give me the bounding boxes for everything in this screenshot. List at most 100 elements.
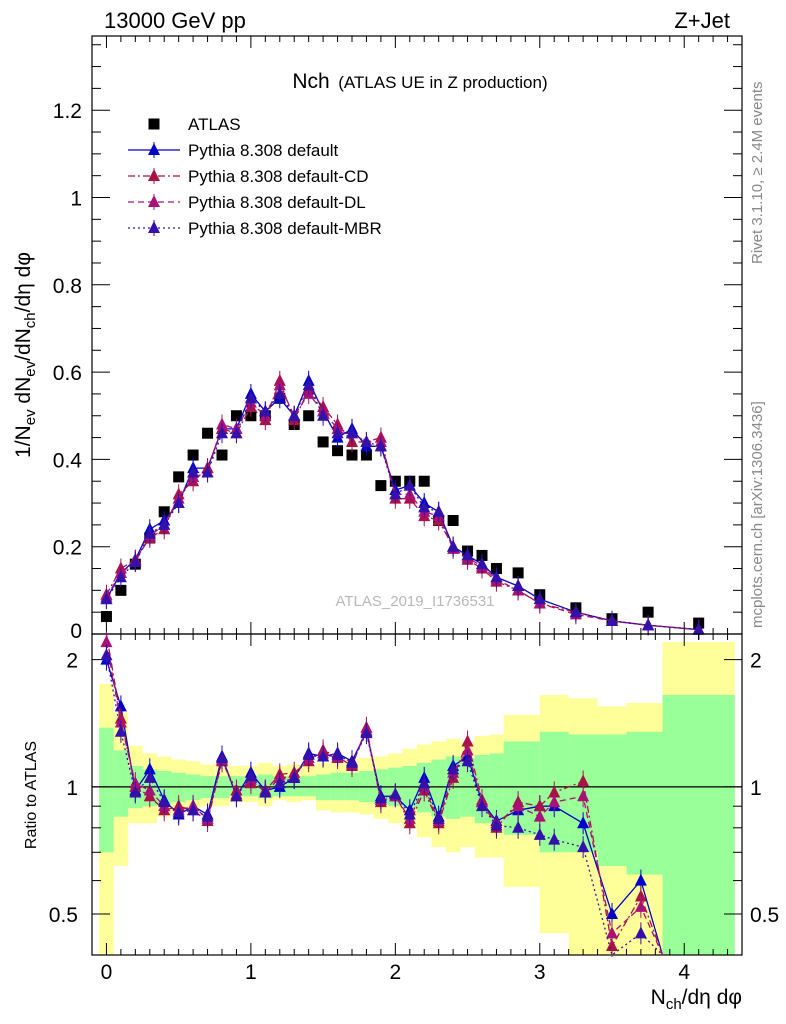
ratio-point [216,751,228,764]
energy-label: 13000 GeV pp [104,8,246,33]
series-point [476,557,488,570]
series-point [187,465,200,478]
series-point [331,426,344,439]
atlas-point [202,427,214,439]
ratio-point [346,755,358,768]
rivet-label: Rivet 3.1.10, ≥ 2.4M events [749,82,766,265]
y-tick-label: 0.4 [53,449,83,472]
series-point [692,622,705,635]
ratio-point [577,789,590,802]
y-tick-label-zero: 0 [70,620,82,643]
legend-marker-triangle [148,143,160,155]
ratio-y-tick-label-right: 2 [750,650,762,673]
ratio-point [230,789,243,802]
atlas-point [346,449,358,461]
series-point [129,554,142,567]
ratio-point [129,785,142,798]
band-green [597,734,627,866]
series-point [114,570,127,583]
band-green [113,750,129,817]
series-point [461,548,474,561]
legend-marker-triangle [148,195,160,207]
series-line [105,383,699,631]
series-point [569,605,582,618]
y-tick-label: 0.8 [53,275,82,298]
ratio-point [533,809,546,822]
ratio-point [201,809,214,822]
ratio-point [331,747,344,760]
series-point [447,539,460,552]
series-line [105,383,699,631]
ratio-point [288,770,301,783]
atlas-point [187,449,199,461]
series-point [389,487,402,500]
series-point [143,526,156,539]
ratio-y-tick-label: 1 [66,777,78,800]
atlas-point [216,449,228,461]
series-point [244,391,257,404]
series-point [273,386,286,399]
legend-label: ATLAS [188,115,241,134]
series-point [100,592,113,605]
ratio-point [634,899,647,912]
ratio-point [374,791,387,804]
ratio-point [143,770,156,783]
series-point [201,465,214,478]
legend-marker-triangle [148,221,160,233]
ratio-point [606,926,618,939]
ratio-point [259,785,272,798]
ratio-point [533,827,546,840]
series-point [302,378,315,391]
y-tick-label: 0.2 [53,537,82,560]
x-tick-label: 3 [534,961,546,984]
ratio-point [114,699,127,712]
atlas-point [447,515,459,527]
ratio-y-tick-label: 2 [66,650,78,673]
band-green [662,694,735,955]
y-tick-label: 1.2 [53,100,82,123]
legend-label: Pythia 8.308 default-CD [188,167,369,186]
ratio-point [606,907,618,920]
ratio-point [100,648,113,661]
legend-label: Pythia 8.308 default [188,141,339,160]
series-point [230,426,243,439]
ratio-point [447,762,460,775]
ratio-point [577,816,590,829]
x-tick-label: 1 [245,961,257,984]
plot-title-sub: (ATLAS UE in Z production) [338,73,547,92]
ratio-point [548,832,561,845]
process-label: Z+Jet [674,8,730,33]
series-point [432,504,445,517]
atlas-point [303,410,315,422]
band-green [99,727,114,853]
series-point [418,500,431,513]
ratio-y-tick-label-right: 0.5 [750,904,779,927]
y-axis-title-main: 1/Nev dNev/dNch/dη dφ [12,252,39,458]
series-point [490,570,503,583]
x-tick-label: 4 [678,961,690,984]
atlas-point [230,410,242,422]
ratio-point [634,889,647,902]
series-point [259,404,272,417]
series-point [642,618,655,631]
series-point [158,517,171,530]
ratio-point [317,749,330,762]
plot-title: Nch (ATLAS UE in Z production) [292,70,547,93]
ratio-point [606,939,618,952]
ratio-point [403,807,416,820]
ratio-point [512,820,525,833]
x-axis-title: Nch/dη dφ [651,986,742,1013]
ratio-point [548,795,561,808]
legend-marker-triangle [148,169,160,181]
x-tick-label: 2 [389,961,401,984]
ratio-point [577,774,590,787]
legend-label: Pythia 8.308 default-DL [188,193,366,212]
ratio-point [143,783,156,796]
series-line [105,378,699,631]
band-green [301,776,316,797]
atlas-point [317,436,329,448]
ratio-point [273,776,286,789]
ratio-point [172,805,185,818]
ratio-point [476,799,488,812]
